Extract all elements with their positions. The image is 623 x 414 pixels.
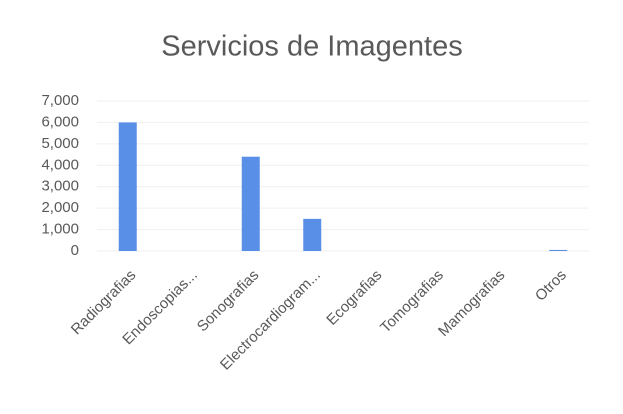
bar (549, 249, 568, 251)
bar (118, 122, 137, 251)
y-tick-label: 0 (71, 242, 79, 259)
y-tick-label: 3,000 (41, 178, 79, 195)
y-tick-label: 2,000 (41, 199, 79, 216)
y-tick-label: 6,000 (41, 113, 79, 130)
y-tick-label: 7,000 (41, 92, 79, 109)
bar (303, 218, 322, 251)
y-tick-label: 5,000 (41, 135, 79, 152)
y-tick-label: 4,000 (41, 156, 79, 173)
bar (241, 156, 260, 251)
y-tick-label: 1,000 (41, 221, 79, 238)
chart-title: Servicios de Imagentes (161, 31, 462, 63)
